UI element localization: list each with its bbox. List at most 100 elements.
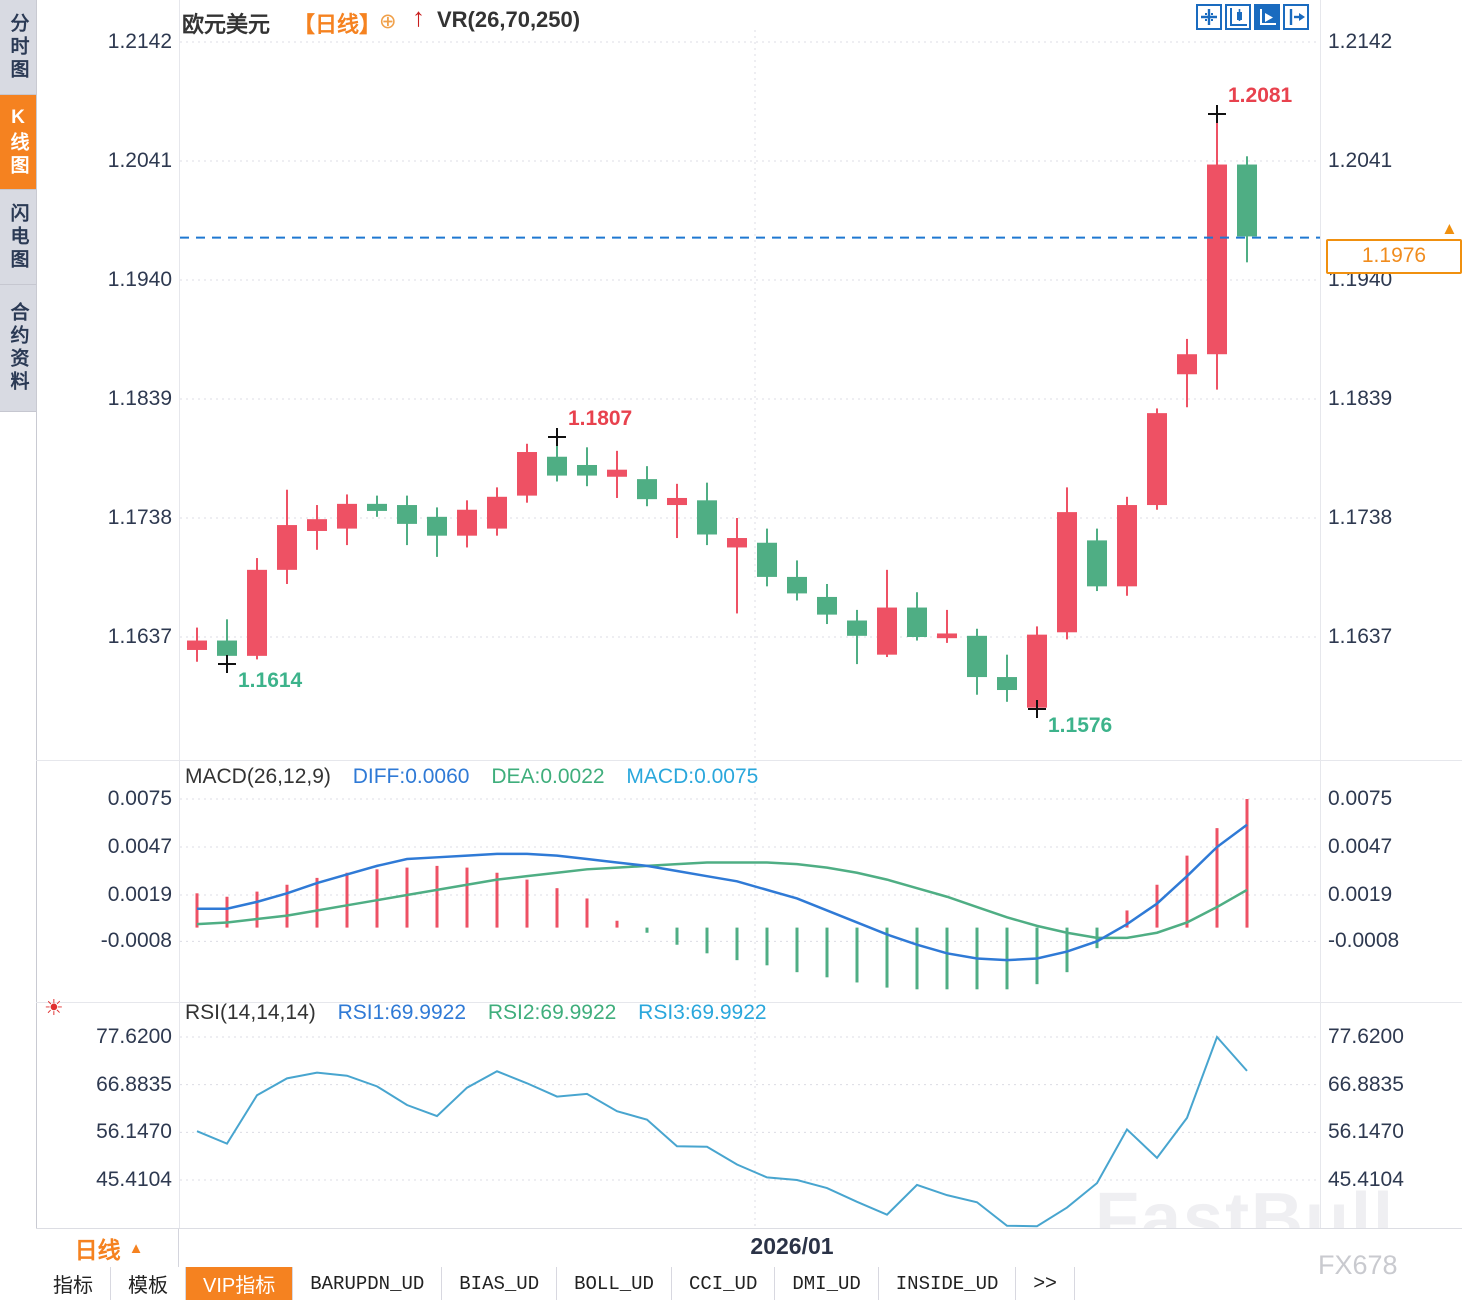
price-tick-label-left: 1.2142 <box>107 30 172 53</box>
rsi-title[interactable]: RSI(14,14,14) <box>185 1001 316 1024</box>
tab--[interactable]: 指标 <box>36 1267 111 1300</box>
chart-left-frame <box>179 0 180 1228</box>
period-tag[interactable]: 【日线】 <box>293 12 382 37</box>
candle-body <box>937 633 957 639</box>
sidebar-item-1[interactable]: 分时图 <box>0 0 36 95</box>
candle-body <box>547 456 567 476</box>
globe-icon[interactable]: ⊕ <box>379 10 397 33</box>
dea-line <box>196 861 1248 940</box>
price-tick-label-right: 1.2041 <box>1328 149 1393 172</box>
period-dropdown-label[interactable]: 日线 <box>74 1237 121 1263</box>
macd-macd-value: MACD:0.0075 <box>626 765 759 788</box>
price-cross-marker <box>218 655 236 674</box>
candle-body <box>337 503 357 529</box>
rsi-tick-label-left: 45.4104 <box>96 1167 172 1191</box>
candle-body <box>967 635 987 678</box>
candle-body <box>817 596 837 615</box>
rsi-tick-label-left: 56.1470 <box>96 1120 172 1144</box>
candle-body <box>757 542 777 577</box>
macd-tick-label-left: -0.0008 <box>100 929 172 953</box>
tab-boll_ud[interactable]: BOLL_UD <box>557 1267 672 1300</box>
sidebar-item-label: 分时图 <box>7 12 29 82</box>
tab-inside_ud[interactable]: INSIDE_UD <box>879 1267 1017 1300</box>
price-tick-label-right: 1.1738 <box>1328 506 1393 529</box>
macd-diff-value: DIFF:0.0060 <box>352 765 470 788</box>
candle-body <box>1237 164 1257 237</box>
indicator-tab-bar: 指标 模板 VIP指标 BARUPDN_UD BIAS_UD BOLL_UD CCI_UD D… <box>36 1267 1462 1300</box>
candle-body <box>427 516 447 536</box>
price-tick-label-right: 1.1940 <box>1328 268 1393 291</box>
macd-header: MACD(26,12,9) DIFF:0.0060 DEA:0.0022 MAC… <box>185 765 758 789</box>
sidebar-item-4[interactable]: 合约资料 <box>0 285 36 412</box>
candle-body <box>997 677 1017 691</box>
price-cross-marker <box>1208 104 1226 123</box>
candle-body <box>517 452 537 496</box>
candle-body <box>1087 540 1107 587</box>
price-annotation: 1.1807 <box>568 406 633 430</box>
tab-dmi_ud[interactable]: DMI_UD <box>775 1267 879 1300</box>
period-dropdown[interactable]: 日线 ▲ <box>40 1229 179 1267</box>
auto-scale-icon[interactable] <box>1254 4 1280 30</box>
price-annotation: 1.1576 <box>1048 713 1113 737</box>
candle-body <box>727 538 747 548</box>
candle-body <box>1057 512 1077 633</box>
macd-tick-label-left: 0.0019 <box>107 883 172 907</box>
chart-toolbar <box>1196 4 1309 30</box>
scroll-to-latest-icon[interactable] <box>1283 4 1309 30</box>
caret-up-icon: ▲ <box>128 1239 144 1257</box>
candle-body <box>637 479 657 500</box>
tab--[interactable]: 模板 <box>111 1267 186 1300</box>
price-up-marker-icon: ▲ <box>1441 219 1458 238</box>
candle-body <box>1147 413 1167 506</box>
sidebar-item-3[interactable]: 闪电图 <box>0 190 36 285</box>
candle-body <box>457 509 477 536</box>
macd-tick-label-right: 0.0047 <box>1328 835 1393 859</box>
tab-vip-[interactable]: VIP指标 <box>186 1267 294 1300</box>
tab-bias_ud[interactable]: BIAS_UD <box>442 1267 558 1300</box>
rsi-tick-label-left: 77.6200 <box>96 1025 172 1048</box>
rsi2-value: RSI2:69.9922 <box>487 1001 617 1024</box>
candle-body <box>217 640 237 656</box>
sidebar-item-label: 合约资料 <box>7 302 29 394</box>
current-price-box: 1.1976 <box>1326 238 1462 274</box>
sidebar-item-label: K线图 <box>7 106 29 178</box>
price-annotation: 1.1614 <box>238 669 303 693</box>
candle-body <box>247 569 267 656</box>
fx678-watermark: FX678 <box>1318 1250 1398 1280</box>
candle-body <box>1207 164 1227 355</box>
rsi-tick-label-right: 66.8835 <box>1328 1072 1404 1096</box>
rsi-tick-label-right: 77.6200 <box>1328 1025 1404 1048</box>
chart-right-frame <box>1320 0 1321 1228</box>
rsi-tick-label-left: 66.8835 <box>96 1072 172 1096</box>
alert-sun-icon[interactable]: ☀ <box>44 995 64 1020</box>
crosshair-move-icon[interactable] <box>1196 4 1222 30</box>
rsi-line <box>196 1035 1248 1228</box>
tab->>[interactable]: >> <box>1016 1267 1075 1300</box>
sidebar: 分时图 K线图闪电图合约资料 <box>0 0 37 1300</box>
price-tick-label-right: 1.2142 <box>1328 30 1393 53</box>
macd-title[interactable]: MACD(26,12,9) <box>185 765 331 788</box>
tab-barupdn_ud[interactable]: BARUPDN_UD <box>293 1267 443 1300</box>
tab-cci_ud[interactable]: CCI_UD <box>672 1267 776 1300</box>
price-tick-label-right: 1.1839 <box>1328 387 1393 410</box>
rsi-header: RSI(14,14,14) RSI1:69.9922 RSI2:69.9922 … <box>185 1001 767 1025</box>
candle-body <box>787 576 807 594</box>
candle-body <box>1177 354 1197 375</box>
candle-body <box>877 607 897 655</box>
macd-tick-label-left: 0.0047 <box>107 835 172 859</box>
axis-scale-icon[interactable] <box>1225 4 1251 30</box>
macd-tick-label-left: 0.0075 <box>107 787 172 811</box>
rsi-tick-label-right: 56.1470 <box>1328 1120 1404 1144</box>
rsi-panel-separator <box>36 1002 1462 1003</box>
price-cross-marker <box>1028 699 1046 718</box>
candle-body <box>607 469 627 477</box>
candle-body <box>367 503 387 511</box>
candle-body <box>667 497 687 506</box>
up-arrow-icon: ↑ <box>412 2 425 32</box>
overlay-indicator-label[interactable]: VR(26,70,250) <box>437 7 581 32</box>
macd-dea-value: DEA:0.0022 <box>491 765 605 788</box>
candle-body <box>697 500 717 535</box>
sidebar-item-2[interactable]: K线图 <box>0 95 36 190</box>
